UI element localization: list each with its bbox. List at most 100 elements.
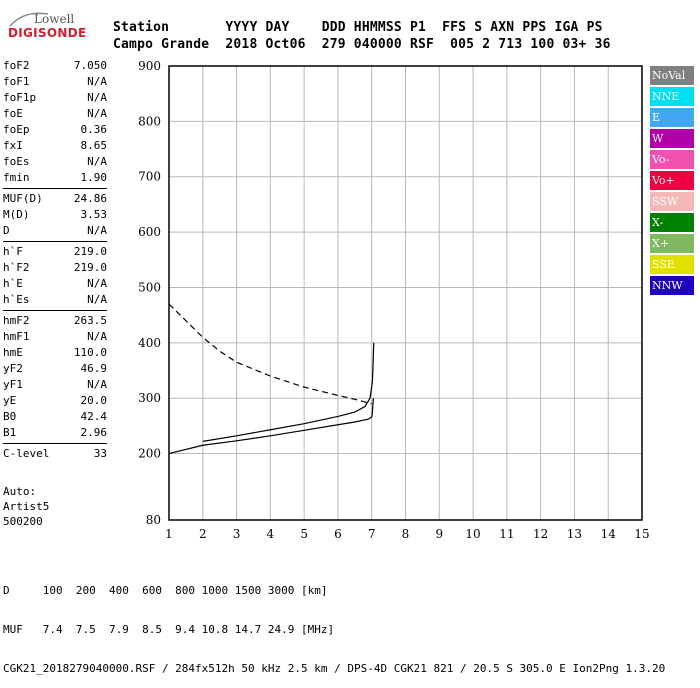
param-value: 263.5 <box>73 314 107 327</box>
param-row: D N/A <box>3 223 107 239</box>
header-labels: Station YYYY DAY DDD HHMMSS P1 FFS S AXN… <box>113 20 603 35</box>
series-line <box>168 398 375 455</box>
param-value: 219.0 <box>73 261 107 274</box>
param-name: foF2 <box>3 59 30 72</box>
param-value: 0.36 <box>80 123 108 136</box>
param-name: hmF1 <box>3 330 30 343</box>
param-row: h`Es N/A <box>3 292 107 308</box>
header-values: Campo Grande 2018 Oct06 279 040000 RSF 0… <box>113 37 611 52</box>
param-row: foEp 0.36 <box>3 122 107 138</box>
x-tick-label: 8 <box>402 527 410 541</box>
param-row: foF1p N/A <box>3 90 107 106</box>
auto-label: Auto: <box>3 485 37 498</box>
param-name: h`F <box>3 245 23 258</box>
param-value: N/A <box>87 378 107 391</box>
distance-line: D 100 200 400 600 800 1000 1500 3000 [km… <box>3 584 328 597</box>
legend: NoVal NNE E W Vo- Vo+ SSW X- X+ SSE NNW <box>650 66 694 297</box>
param-row: foF1 N/A <box>3 74 107 90</box>
param-separator <box>3 241 107 242</box>
param-row: C-level 33 <box>3 446 107 462</box>
series-line <box>202 342 375 442</box>
legend-item: X+ <box>650 234 694 253</box>
x-tick-label: 5 <box>300 527 308 541</box>
legend-item: Vo+ <box>650 171 694 190</box>
x-tick-label: 10 <box>465 527 480 541</box>
muf-line: MUF 7.4 7.5 7.9 8.5 9.4 10.8 14.7 24.9 [… <box>3 623 335 636</box>
param-name: h`F2 <box>3 261 30 274</box>
param-separator <box>3 443 107 444</box>
param-name: foEp <box>3 123 30 136</box>
x-tick-label: 2 <box>199 527 207 541</box>
param-value: N/A <box>87 155 107 168</box>
param-separator <box>3 310 107 311</box>
legend-item: NoVal <box>650 66 694 85</box>
param-name: B1 <box>3 426 17 439</box>
param-value: 7.050 <box>73 59 107 72</box>
logo-lowell: Lowell <box>34 12 75 26</box>
digisonde-logo: Lowell DIGISONDE <box>4 8 86 48</box>
param-row: h`F2 219.0 <box>3 260 107 276</box>
ionogram-chart: 1 2 3 4 5 6 7 8 9 10 11 12 13 14 158020030040050060070… <box>138 59 650 541</box>
legend-item: W <box>650 129 694 148</box>
param-value: 219.0 <box>73 245 107 258</box>
x-tick-label: 7 <box>368 527 376 541</box>
param-name: hmF2 <box>3 314 30 327</box>
series-line <box>168 303 372 405</box>
auto-scaling-info: Auto: Artist5 500200 <box>3 484 49 529</box>
param-row: M(D) 3.53 <box>3 207 107 223</box>
param-value: 20.0 <box>80 394 108 407</box>
y-tick-label: 900 <box>138 59 161 73</box>
plot-frame <box>168 65 643 521</box>
param-value: N/A <box>87 75 107 88</box>
param-name: foEs <box>3 155 30 168</box>
param-name: C-level <box>3 447 50 460</box>
x-tick-label: 3 <box>233 527 241 541</box>
y-tick-label: 700 <box>138 170 161 184</box>
param-row: foF2 7.050 <box>3 58 107 74</box>
param-value: 46.9 <box>80 362 108 375</box>
param-name: B0 <box>3 410 17 423</box>
param-value: N/A <box>87 277 107 290</box>
param-name: M(D) <box>3 208 30 221</box>
param-row: foEs N/A <box>3 154 107 170</box>
param-value: 2.96 <box>80 426 108 439</box>
param-value: N/A <box>87 224 107 237</box>
param-value: N/A <box>87 330 107 343</box>
param-name: hmE <box>3 346 23 359</box>
param-value: 110.0 <box>73 346 107 359</box>
param-name: yF2 <box>3 362 23 375</box>
param-name: D <box>3 224 10 237</box>
x-tick-label: 15 <box>634 527 649 541</box>
param-value: 1.90 <box>80 171 108 184</box>
x-tick-label: 4 <box>267 527 275 541</box>
param-row: foE N/A <box>3 106 107 122</box>
param-value: N/A <box>87 293 107 306</box>
param-name: h`E <box>3 277 23 290</box>
y-tick-label: 200 <box>138 447 161 461</box>
y-tick-label: 80 <box>146 513 161 527</box>
legend-item: NNE <box>650 87 694 106</box>
param-name: fxI <box>3 139 23 152</box>
param-row: h`E N/A <box>3 276 107 292</box>
param-row: fmin 1.90 <box>3 170 107 186</box>
param-row: hmF1 N/A <box>3 329 107 345</box>
param-value: 8.65 <box>80 139 108 152</box>
y-tick-label: 500 <box>138 280 161 294</box>
bottom-info: D 100 200 400 600 800 1000 1500 3000 [km… <box>3 558 665 688</box>
param-name: MUF(D) <box>3 192 43 205</box>
param-value: 3.53 <box>80 208 108 221</box>
param-value: N/A <box>87 107 107 120</box>
logo-swoosh-icon <box>9 12 49 27</box>
param-row: hmF2 263.5 <box>3 313 107 329</box>
param-name: foF1p <box>3 91 37 104</box>
legend-item: X- <box>650 213 694 232</box>
y-tick-label: 400 <box>138 336 161 350</box>
x-tick-label: 11 <box>499 527 514 541</box>
logo-digisonde: DIGISONDE <box>8 26 87 40</box>
param-value: 42.4 <box>80 410 108 423</box>
param-row: B0 42.4 <box>3 409 107 425</box>
param-name: yF1 <box>3 378 23 391</box>
parameter-panel: foF2 7.050 foF1 N/A foF1p N/A foE N/A foEp 0.36 fx… <box>3 58 107 462</box>
param-value: 33 <box>93 447 107 460</box>
param-row: fxI 8.65 <box>3 138 107 154</box>
